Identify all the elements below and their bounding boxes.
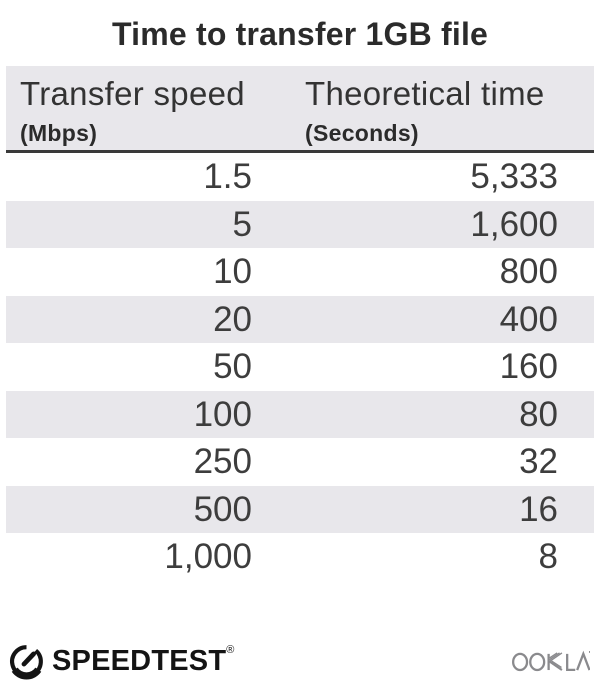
speedtest-gauge-icon	[10, 645, 43, 680]
table-row: 5 1,600	[6, 200, 594, 248]
speed-cell: 1.5	[203, 157, 252, 196]
transfer-time-table: Transfer speed (Mbps) Theoretical time (…	[6, 66, 594, 581]
time-cell: 400	[499, 299, 558, 339]
column-unit: (Seconds)	[305, 119, 419, 146]
table-row: 250 32	[6, 438, 594, 486]
footer: SPEEDTEST®	[0, 642, 600, 680]
ookla-logo	[512, 649, 590, 673]
column-label: Transfer speed	[20, 75, 245, 112]
speed-cell: 50	[213, 347, 252, 386]
time-cell: 1,600	[470, 204, 558, 244]
speed-cell: 20	[213, 299, 252, 339]
speed-cell: 5	[232, 204, 252, 244]
table-row: 1,000 8	[6, 533, 594, 581]
speed-cell: 1,000	[164, 537, 252, 576]
ookla-wordmark-icon	[512, 650, 590, 672]
table-row: 20 400	[6, 295, 594, 343]
column-label: Theoretical time	[305, 75, 545, 112]
time-cell: 160	[499, 347, 558, 386]
infographic: Time to transfer 1GB file Transfer speed…	[0, 16, 600, 693]
speedtest-label: SPEEDTEST	[52, 644, 227, 677]
time-cell: 16	[519, 489, 558, 529]
column-unit: (Mbps)	[20, 119, 98, 146]
table-row: 500 16	[6, 485, 594, 533]
table-row: 10 800	[6, 248, 594, 296]
speedtest-wordmark: SPEEDTEST®	[52, 643, 235, 677]
time-cell: 8	[538, 537, 558, 576]
time-cell: 5,333	[470, 157, 558, 196]
time-cell: 800	[499, 252, 558, 291]
speedtest-logo: SPEEDTEST®	[8, 642, 235, 680]
time-cell: 80	[519, 394, 558, 434]
column-header-time: Theoretical time (Seconds)	[252, 66, 594, 150]
table-row: 50 160	[6, 343, 594, 391]
column-header-speed: Transfer speed (Mbps)	[6, 66, 252, 150]
speed-cell: 100	[193, 394, 252, 434]
speed-cell: 500	[193, 489, 252, 529]
table-header-row: Transfer speed (Mbps) Theoretical time (…	[6, 66, 594, 153]
table-row: 100 80	[6, 390, 594, 438]
time-cell: 32	[519, 442, 558, 481]
table-body: 1.5 5,333 5 1,600 10 800 20 400 50 160 1…	[6, 153, 594, 581]
speed-cell: 10	[213, 252, 252, 291]
registered-trademark-symbol: ®	[226, 643, 235, 656]
speed-cell: 250	[193, 442, 252, 481]
table-row: 1.5 5,333	[6, 153, 594, 201]
page-title: Time to transfer 1GB file	[111, 16, 489, 52]
